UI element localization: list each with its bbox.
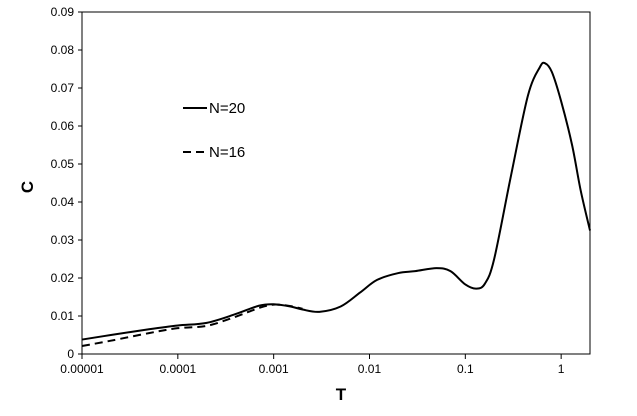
- legend-label: N=16: [209, 144, 245, 161]
- x-axis-title: T: [336, 385, 347, 404]
- y-tick-label: 0.01: [51, 309, 75, 323]
- legend: N=20 N=16: [183, 100, 245, 161]
- y-tick-label: 0.09: [51, 5, 75, 19]
- x-tick-label: 1: [558, 362, 565, 376]
- series-line-n-20: [81, 61, 591, 341]
- legend-label: N=20: [209, 100, 245, 117]
- x-axis-ticks: 0.00001 0.0001 0.001 0.01 0.1 1: [60, 354, 565, 376]
- y-tick-label: 0.03: [51, 233, 75, 247]
- x-tick-label: 0.1: [457, 362, 474, 376]
- y-tick-label: 0: [67, 347, 74, 361]
- y-tick-label: 0.05: [51, 157, 75, 171]
- y-tick-label: 0.02: [51, 271, 75, 285]
- x-tick-label: 0.001: [259, 362, 289, 376]
- y-tick-label: 0.07: [51, 81, 75, 95]
- y-tick-label: 0.08: [51, 43, 75, 57]
- plot-area: [81, 11, 591, 355]
- y-tick-label: 0.06: [51, 119, 75, 133]
- plot-frame: [81, 11, 591, 355]
- y-tick-label: 0.04: [51, 195, 75, 209]
- x-tick-label: 0.00001: [60, 362, 104, 376]
- y-axis-ticks: 0 0.01 0.02 0.03 0.04 0.05 0.06 0.07 0.08 0.09: [51, 5, 82, 361]
- y-axis-title: C: [18, 181, 37, 193]
- x-tick-label: 0.0001: [159, 362, 196, 376]
- x-tick-label: 0.01: [358, 362, 382, 376]
- series-layer: [81, 61, 591, 348]
